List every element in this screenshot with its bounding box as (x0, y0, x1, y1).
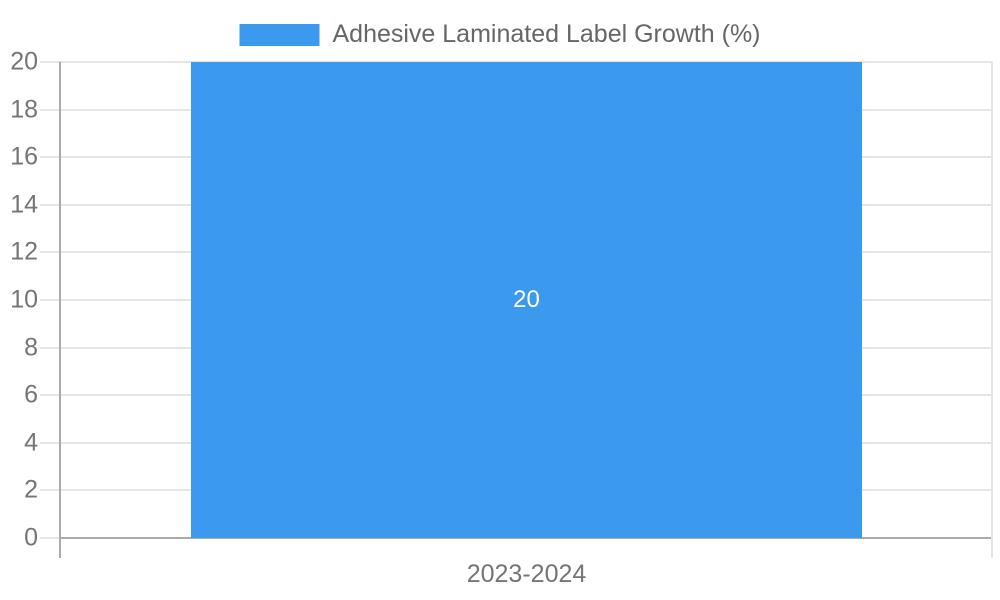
legend-label: Adhesive Laminated Label Growth (%) (332, 20, 761, 48)
x-axis-line (60, 537, 993, 539)
y-tick-mark (40, 537, 60, 539)
legend-item[interactable]: Adhesive Laminated Label Growth (%) (239, 20, 761, 49)
y-axis-line (59, 62, 61, 558)
y-tick-label: 18 (10, 95, 38, 124)
legend-swatch (239, 23, 320, 46)
y-tick-label: 16 (10, 142, 38, 171)
y-tick-mark (40, 394, 60, 397)
y-tick-label: 12 (10, 237, 38, 266)
y-tick-label: 6 (24, 380, 38, 409)
plot-right-border (991, 62, 993, 558)
y-tick-mark (40, 108, 60, 111)
x-tick-label: 2023-2024 (466, 560, 587, 588)
y-tick-label: 4 (24, 428, 38, 457)
y-tick-label: 0 (24, 523, 38, 552)
plot-area: 0 2 4 6 8 10 12 14 16 18 20 20 2023-2024 (10, 49, 993, 588)
y-tick-mark (40, 489, 60, 492)
y-tick-mark (40, 441, 60, 444)
y-tick-label: 2 (24, 475, 38, 504)
bar-value-label: 20 (513, 286, 540, 313)
bar[interactable] (190, 62, 863, 538)
y-tick-mark (40, 156, 60, 159)
y-tick-mark (40, 251, 60, 254)
y-tick-label: 20 (10, 47, 38, 76)
y-tick-label: 10 (10, 285, 38, 314)
y-tick-mark (40, 299, 60, 301)
y-tick-label: 8 (24, 333, 38, 362)
y-tick-mark (40, 203, 60, 206)
y-tick-label: 14 (10, 190, 38, 219)
y-tick-mark (40, 346, 60, 349)
y-tick-mark (40, 61, 60, 63)
